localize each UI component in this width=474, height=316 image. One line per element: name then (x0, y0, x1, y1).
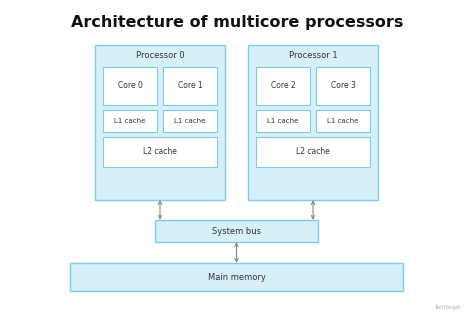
Bar (256, 67, 310, 105)
Bar (256, 110, 310, 132)
Text: L1 cache: L1 cache (114, 118, 146, 124)
Bar (103, 110, 157, 132)
Text: Main memory: Main memory (208, 272, 265, 282)
Bar (103, 67, 157, 105)
Bar (316, 110, 370, 132)
Text: L1 cache: L1 cache (267, 118, 299, 124)
Bar (70, 263, 403, 291)
Bar (95, 45, 225, 200)
Text: Core 1: Core 1 (178, 82, 202, 90)
Bar (256, 137, 370, 167)
Text: TechTarget: TechTarget (434, 306, 460, 311)
Text: Core 3: Core 3 (330, 82, 356, 90)
Bar (103, 137, 217, 167)
Text: Processor 1: Processor 1 (289, 52, 337, 60)
Bar (248, 45, 378, 200)
Text: L1 cache: L1 cache (174, 118, 206, 124)
Bar (155, 220, 318, 242)
Text: L1 cache: L1 cache (328, 118, 359, 124)
Bar (163, 67, 217, 105)
Text: Processor 0: Processor 0 (136, 52, 184, 60)
Text: System bus: System bus (212, 227, 261, 235)
Text: Architecture of multicore processors: Architecture of multicore processors (71, 15, 403, 29)
Bar (316, 67, 370, 105)
Bar (163, 110, 217, 132)
Text: L2 cache: L2 cache (296, 148, 330, 156)
Text: Core 2: Core 2 (271, 82, 295, 90)
Text: L2 cache: L2 cache (143, 148, 177, 156)
Text: Core 0: Core 0 (118, 82, 143, 90)
